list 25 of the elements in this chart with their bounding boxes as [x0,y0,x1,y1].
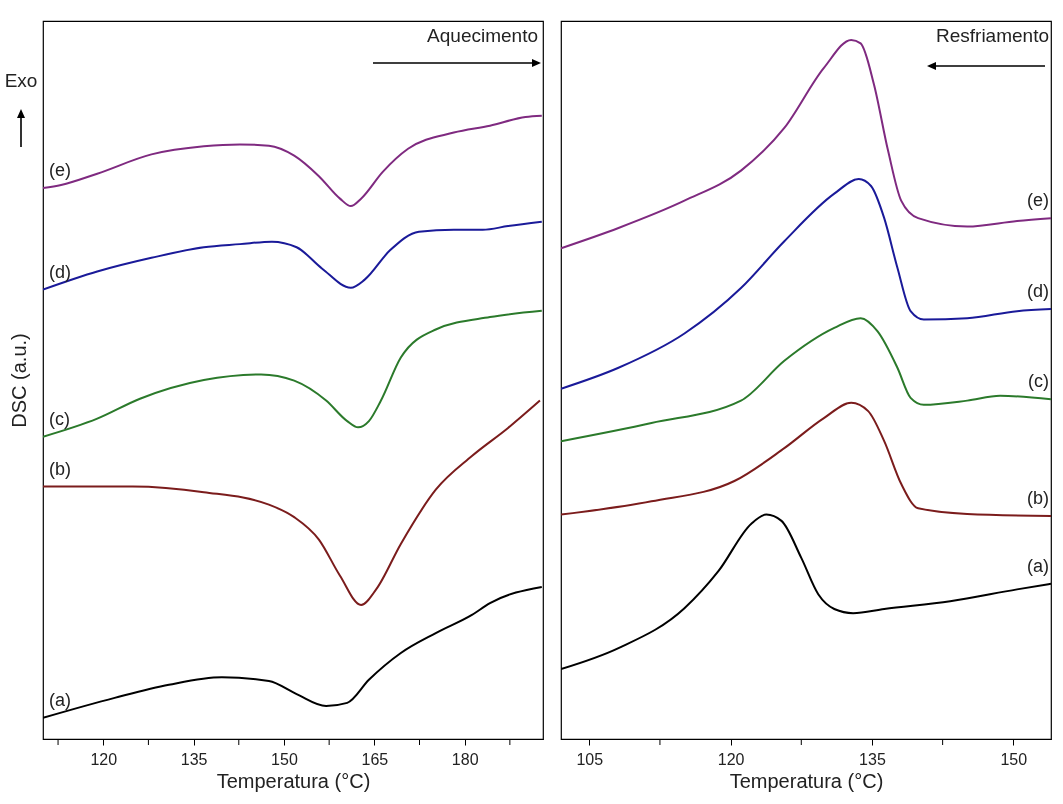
series-label: (c) [49,408,70,429]
x-tick-label: 120 [90,750,118,768]
series-label: (e) [49,160,71,181]
x-tick-label: 105 [576,750,604,768]
x-tick-label: 180 [451,750,479,768]
x-tick-label: 135 [180,750,208,768]
text: Aquecimento [427,25,538,46]
annotation: Resfriamento [936,25,1049,46]
series-label: (b) [1027,487,1049,508]
series-label: (d) [49,261,71,282]
x-axis-title: Temperatura (°C) [216,769,371,792]
series-label: (a) [1027,555,1049,576]
x-axis-title: Temperatura (°C) [729,769,884,792]
x-tick-label: 150 [1000,750,1028,768]
series-label: (e) [1027,190,1049,211]
x-tick-label: 150 [271,750,298,768]
series-label: (a) [49,689,71,710]
text: Exo [4,70,38,91]
series-label: (b) [49,458,71,479]
x-tick-label: 120 [717,750,745,768]
series-label: (d) [1027,281,1049,302]
x-tick-label: 165 [361,750,389,768]
x-tick-label: 135 [859,750,886,768]
series-label: (c) [1028,371,1049,392]
y-axis-title: DSC (a.u.) [7,333,30,428]
